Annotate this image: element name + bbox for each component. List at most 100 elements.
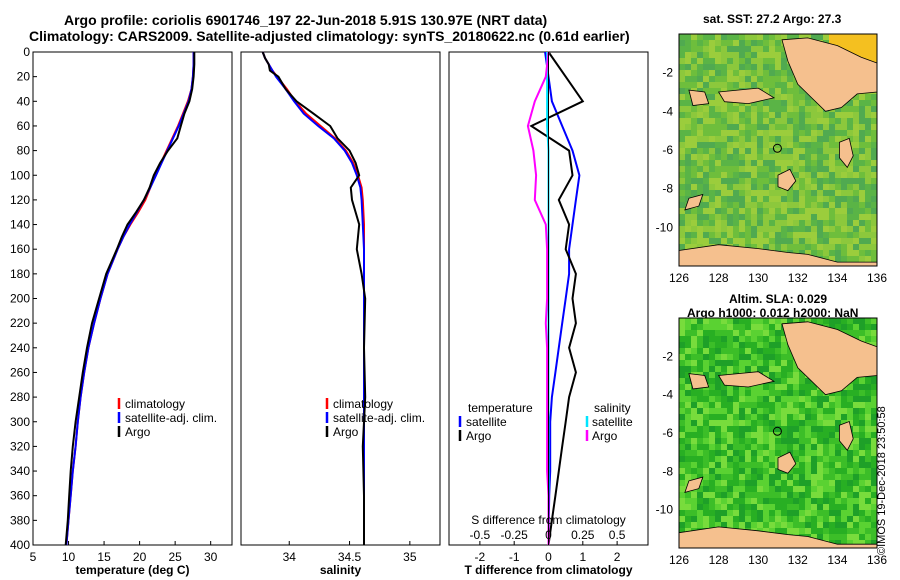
sla-map-cell	[763, 336, 769, 342]
sst-map-cell	[721, 52, 727, 58]
sla-map-cell	[859, 450, 865, 456]
sla-map-cell	[751, 402, 757, 408]
sst-map-cell	[745, 136, 751, 142]
sla-map-cell	[715, 444, 721, 450]
sla-map-cell	[775, 384, 781, 390]
sst-map-cell	[835, 184, 841, 190]
sla-map-cell	[871, 396, 877, 402]
sla-map-cell	[841, 462, 847, 468]
sla-map-cell	[769, 498, 775, 504]
sst-map-cell	[751, 124, 757, 130]
sla-map-cell	[805, 516, 811, 522]
sst-map-cell	[841, 202, 847, 208]
sla-map-cell	[733, 504, 739, 510]
sla-map-cell	[871, 444, 877, 450]
sst-map-cell	[847, 166, 853, 172]
sst-map-cell	[697, 220, 703, 226]
sst-map-land-tanimbar	[777, 168, 797, 192]
sla-map-cell	[859, 504, 865, 510]
sla-map-cell	[679, 342, 685, 348]
sst-map-cell	[871, 148, 877, 154]
sla-map-cell	[835, 540, 841, 546]
sla-map-cell	[775, 528, 781, 534]
sst-map-cell	[769, 106, 775, 112]
sla-map-cell	[733, 474, 739, 480]
sst-map-cell	[727, 148, 733, 154]
sla-map-cell	[793, 420, 799, 426]
sla-map-cell	[805, 444, 811, 450]
sst-map-cell	[691, 34, 697, 40]
sla-map-cell	[871, 432, 877, 438]
sla-map-cell	[739, 468, 745, 474]
sla-map-cell	[721, 330, 727, 336]
sst-map-cell	[823, 196, 829, 202]
sla-map-cell	[829, 498, 835, 504]
sla-map-cell	[835, 438, 841, 444]
sla-map-cell	[775, 474, 781, 480]
sla-map-cell	[835, 468, 841, 474]
sla-map-cell	[679, 414, 685, 420]
sla-map-cell	[751, 414, 757, 420]
sst-map-cell	[733, 226, 739, 232]
sst-map-cell	[697, 154, 703, 160]
sla-map-cell	[841, 420, 847, 426]
sla-map-cell	[829, 480, 835, 486]
sla-map-cell	[727, 468, 733, 474]
sla-map-cell	[787, 504, 793, 510]
sla-map-cell	[757, 516, 763, 522]
sst-map-cell	[709, 64, 715, 70]
sst-map-cell	[859, 238, 865, 244]
sla-map-cell	[703, 486, 709, 492]
sst-map-cell	[865, 130, 871, 136]
sst-map-cell	[745, 232, 751, 238]
sla-map-cell	[829, 534, 835, 540]
sla-map-cell	[805, 474, 811, 480]
sla-map-cell	[763, 456, 769, 462]
sla-map-cell	[709, 408, 715, 414]
sst-map-cell	[679, 154, 685, 160]
sst-map-cell	[787, 34, 793, 40]
sst-map-cell	[847, 214, 853, 220]
sla-map-cell	[787, 522, 793, 528]
sst-map-cell	[763, 70, 769, 76]
sla-map-cell	[859, 414, 865, 420]
sla-map-cell	[685, 474, 691, 480]
sst-map-cell	[727, 232, 733, 238]
sst-map-cell	[835, 232, 841, 238]
sla-map-cell	[709, 522, 715, 528]
sst-map-cell	[727, 178, 733, 184]
sla-map-cell	[703, 510, 709, 516]
sla-map-cell	[727, 342, 733, 348]
sst-map-cell	[865, 106, 871, 112]
sst-map-cell	[841, 178, 847, 184]
sst-map-cell	[727, 112, 733, 118]
sst-map-cell	[775, 58, 781, 64]
sst-map-cell	[781, 88, 787, 94]
sst-map-cell	[835, 112, 841, 118]
sst-map-cell	[871, 238, 877, 244]
sst-map-cell	[751, 70, 757, 76]
sla-map-cell	[793, 510, 799, 516]
sst-map-cell	[847, 184, 853, 190]
sst-map-cell	[769, 154, 775, 160]
sla-map-cell	[715, 468, 721, 474]
sla-map-cell	[721, 354, 727, 360]
sst-map-cell	[829, 232, 835, 238]
sst-map-y-tick-label: -10	[656, 220, 674, 234]
sla-map-cell	[853, 456, 859, 462]
sst-map-x-tick-label: 126	[669, 271, 689, 285]
sst-map-cell	[739, 160, 745, 166]
sst-map-cell	[865, 256, 871, 262]
sst-map-cell	[781, 196, 787, 202]
sla-map-cell	[679, 480, 685, 486]
sla-map-cell	[769, 348, 775, 354]
sst-map-cell	[847, 238, 853, 244]
sla-map-cell	[751, 426, 757, 432]
sla-map-cell	[865, 462, 871, 468]
sla-map-cell	[697, 504, 703, 510]
sla-map-cell	[679, 420, 685, 426]
sla-map-cell	[793, 528, 799, 534]
sst-map-cell	[733, 238, 739, 244]
sla-map-cell	[823, 414, 829, 420]
sst-map-cell	[811, 208, 817, 214]
